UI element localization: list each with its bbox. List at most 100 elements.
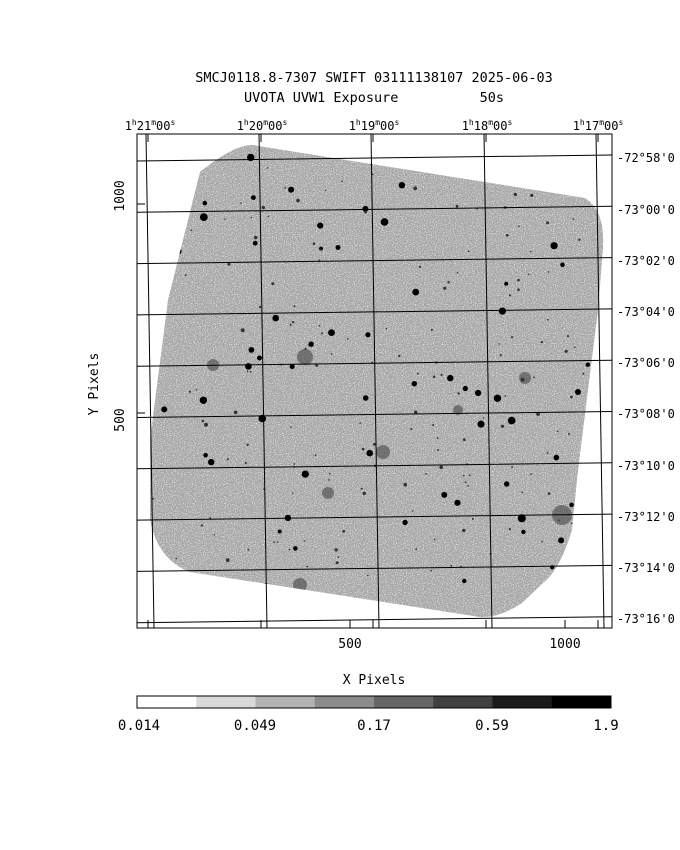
ra-grid-line	[370, 133, 380, 629]
dec-tick-label: -73°04'0	[617, 305, 675, 319]
colorbar-label: 0.049	[234, 718, 276, 734]
colorbar-label: 0.014	[118, 718, 160, 734]
star-source	[521, 529, 526, 535]
star-source	[436, 449, 439, 451]
star-source	[359, 422, 362, 424]
star-source	[366, 449, 374, 457]
star-source	[334, 548, 338, 552]
star-source	[398, 182, 406, 189]
star-source	[380, 218, 389, 226]
star-source	[530, 193, 534, 197]
star-source	[462, 385, 468, 392]
star-source	[398, 354, 401, 358]
star-source	[373, 442, 376, 446]
ra-tick-label: 1h17m00s	[573, 118, 624, 133]
star-source	[457, 392, 460, 395]
star-source	[203, 453, 208, 458]
star-source	[195, 389, 198, 391]
star-source	[251, 195, 256, 201]
ra-tick-labels: 1h21m00s 1h20m00s 1h19m00s 1h18m00s 1h17…	[125, 118, 624, 133]
star-source	[364, 210, 367, 214]
star-source	[568, 433, 570, 435]
star-source	[413, 186, 418, 191]
star-source	[443, 286, 447, 290]
star-source	[468, 474, 471, 477]
star-source	[362, 491, 366, 496]
star-source	[289, 364, 295, 370]
star-source	[456, 271, 459, 274]
star-source	[319, 248, 322, 251]
star-source	[360, 487, 363, 490]
colorbar-label: 1.9	[593, 718, 618, 734]
star-source	[258, 414, 267, 423]
star-source	[547, 318, 549, 321]
colorbar-swatch	[314, 696, 375, 708]
star-source	[411, 381, 417, 387]
star-source	[536, 412, 540, 416]
star-source	[341, 180, 343, 183]
star-source	[335, 245, 341, 250]
star-source	[199, 213, 208, 222]
star-source	[510, 336, 514, 339]
star-source	[272, 314, 280, 322]
star-source	[246, 443, 249, 446]
star-source	[417, 372, 419, 375]
star-source	[240, 328, 245, 333]
diffuse-patch	[322, 487, 334, 499]
star-source	[566, 335, 570, 338]
dec-grid-line	[136, 462, 613, 470]
star-source	[570, 522, 573, 525]
star-source	[530, 473, 532, 475]
star-source	[462, 578, 467, 584]
star-source	[175, 557, 178, 560]
star-source	[578, 238, 581, 241]
star-source	[450, 564, 453, 567]
x-axis: 500 1000 X Pixels	[338, 620, 581, 688]
dec-grid-line	[136, 154, 613, 162]
star-source	[475, 389, 482, 397]
star-source	[507, 416, 516, 425]
dec-grid-line	[136, 257, 613, 265]
star-source	[306, 565, 309, 568]
dec-grid-line	[136, 205, 613, 213]
star-source	[412, 288, 420, 296]
ra-grid-line	[595, 133, 605, 629]
dec-tick-label: -73°00'0	[617, 203, 675, 217]
star-source	[244, 461, 247, 464]
y-tick-label: 500	[113, 408, 128, 431]
star-source	[201, 419, 205, 423]
star-source	[521, 491, 524, 494]
dec-grid-line	[136, 513, 613, 521]
star-source	[245, 363, 252, 370]
star-source	[572, 218, 575, 220]
star-source	[541, 540, 543, 543]
star-source	[436, 437, 439, 439]
ra-tick-label: 1h21m00s	[125, 118, 176, 133]
star-source	[447, 281, 450, 284]
star-source	[560, 262, 565, 268]
star-source	[293, 546, 298, 551]
colorbar-swatch	[492, 696, 553, 708]
image-frame	[136, 133, 613, 629]
star-source	[511, 466, 513, 469]
star-source	[498, 343, 500, 345]
coordinate-grid	[136, 133, 613, 629]
star-source	[550, 242, 558, 250]
star-source	[301, 470, 309, 478]
dec-tick-label: -73°08'0	[617, 407, 675, 421]
colorbar-swatch	[551, 696, 612, 708]
star-source	[226, 458, 229, 461]
star-source	[315, 364, 319, 367]
star-source	[188, 390, 191, 393]
star-source	[533, 376, 535, 379]
star-source	[517, 514, 526, 523]
star-source	[517, 278, 520, 282]
star-source	[161, 406, 168, 413]
star-source	[273, 541, 275, 543]
star-source	[432, 424, 435, 427]
star-source	[288, 548, 291, 551]
ra-tick-label: 1h19m00s	[349, 118, 400, 133]
star-source	[498, 307, 506, 315]
star-source	[247, 548, 250, 551]
diffuse-patch	[453, 405, 463, 415]
